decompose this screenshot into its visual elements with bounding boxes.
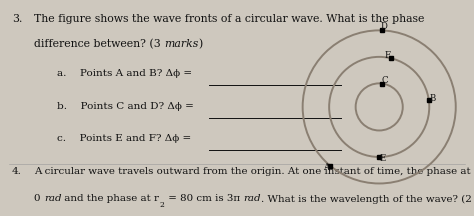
Text: b.  Points C and D? Δϕ =: b. Points C and D? Δϕ = — [57, 102, 194, 111]
Text: 3.: 3. — [12, 14, 22, 24]
Text: . What is the wavelength of the wave? (2: . What is the wavelength of the wave? (2 — [261, 194, 474, 203]
Text: A: A — [323, 164, 329, 172]
Text: 0: 0 — [34, 194, 44, 203]
Text: and the phase at r: and the phase at r — [61, 194, 159, 203]
Text: The figure shows the wave fronts of a circular wave. What is the phase: The figure shows the wave fronts of a ci… — [34, 14, 425, 24]
Text: F: F — [385, 51, 391, 60]
Text: 4.: 4. — [12, 167, 22, 176]
Text: 2: 2 — [159, 201, 164, 209]
Text: D: D — [380, 22, 387, 31]
Text: A circular wave travels outward from the origin. At one instant of time, the pha: A circular wave travels outward from the… — [34, 167, 474, 176]
Text: marks: marks — [164, 39, 199, 49]
Text: B: B — [429, 94, 436, 103]
Text: difference between? (3: difference between? (3 — [34, 39, 164, 49]
Text: E: E — [380, 154, 386, 163]
Text: rad: rad — [244, 194, 261, 203]
Text: rad: rad — [44, 194, 61, 203]
Text: a.  Points A and B? Δϕ =: a. Points A and B? Δϕ = — [57, 69, 192, 78]
Text: ): ) — [199, 39, 202, 49]
Text: C: C — [382, 76, 388, 85]
Text: = 80 cm is 3π: = 80 cm is 3π — [165, 194, 244, 203]
Text: c.  Points E and F? Δϕ =: c. Points E and F? Δϕ = — [57, 134, 191, 143]
